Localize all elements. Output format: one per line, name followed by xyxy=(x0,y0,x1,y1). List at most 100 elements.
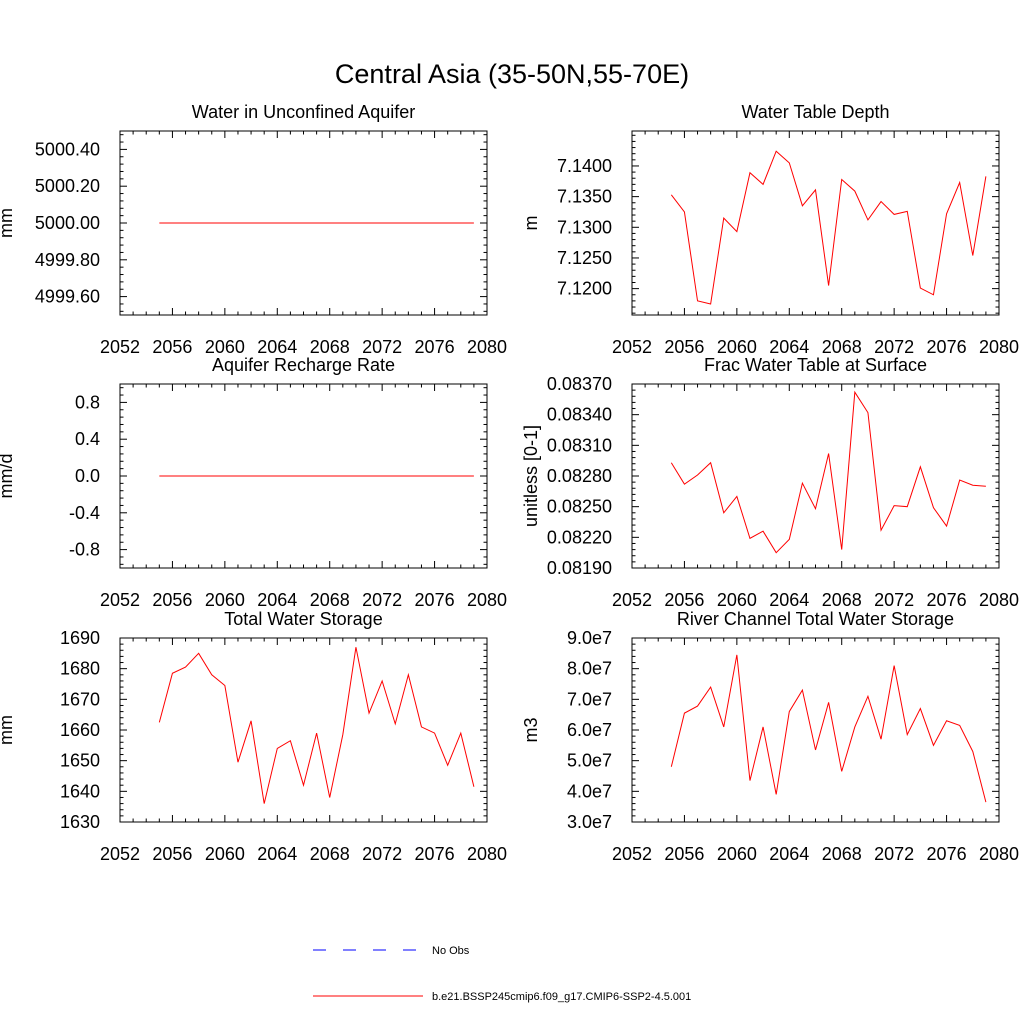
x-tick-label: 2076 xyxy=(927,590,967,610)
y-tick-label: 0.08190 xyxy=(547,558,612,578)
panel-title: River Channel Total Water Storage xyxy=(677,609,954,629)
y-axis-label: mm/d xyxy=(0,454,16,499)
y-tick-label: 0.08220 xyxy=(547,527,612,547)
y-tick-label: 1640 xyxy=(60,781,100,801)
x-tick-label: 2080 xyxy=(467,337,507,357)
chart-panel: Frac Water Table at Surface 2052 2056 2060 2… xyxy=(521,355,1019,610)
x-tick-label: 2056 xyxy=(664,590,704,610)
x-tick-label: 2052 xyxy=(100,337,140,357)
x-tick-label: 2060 xyxy=(717,590,757,610)
y-tick-label: 8.0e7 xyxy=(567,659,612,679)
x-tick-label: 2056 xyxy=(152,590,192,610)
x-tick-label: 2076 xyxy=(927,844,967,864)
chart-panel: Total Water Storage 2052 2056 2060 2064 2068 2… xyxy=(0,609,507,864)
y-tick-label: 7.1350 xyxy=(557,187,612,207)
x-tick-label: 2064 xyxy=(769,337,809,357)
panel-title: Frac Water Table at Surface xyxy=(704,355,927,375)
plot-frame xyxy=(119,637,488,823)
y-tick-label: 7.1300 xyxy=(557,217,612,237)
y-tick-label: 1690 xyxy=(60,628,100,648)
y-tick-label: 0.08310 xyxy=(547,435,612,455)
y-tick-label: 7.1400 xyxy=(557,156,612,176)
y-tick-label: 9.0e7 xyxy=(567,628,612,648)
y-tick-label: 0.08370 xyxy=(547,374,612,394)
y-tick-label: 0.0 xyxy=(75,466,100,486)
x-tick-label: 2064 xyxy=(257,590,297,610)
x-tick-label: 2052 xyxy=(612,844,652,864)
y-tick-label: 5.0e7 xyxy=(567,751,612,771)
plot-frame xyxy=(631,130,1000,316)
y-axis-label: unitless [0-1] xyxy=(521,425,541,527)
x-tick-label: 2052 xyxy=(612,337,652,357)
x-tick-label: 2068 xyxy=(310,590,350,610)
x-tick-label: 2072 xyxy=(874,337,914,357)
chart-panel: River Channel Total Water Storage 2052 205… xyxy=(521,609,1019,864)
chart-panel: Aquifer Recharge Rate 2052 2056 2060 2064 206… xyxy=(0,355,507,610)
y-axis-label: m xyxy=(521,216,541,231)
x-tick-label: 2060 xyxy=(717,337,757,357)
y-tick-label: 1660 xyxy=(60,720,100,740)
legend-model-label: b.e21.BSSP245cmip6.f09_g17.CMIP6-SSP2-4.… xyxy=(432,991,691,1003)
x-tick-label: 2052 xyxy=(100,590,140,610)
x-tick-label: 2072 xyxy=(874,590,914,610)
y-tick-label: 0.08250 xyxy=(547,497,612,517)
panel-title: Total Water Storage xyxy=(224,609,382,629)
series-line xyxy=(670,150,987,305)
y-tick-label: 6.0e7 xyxy=(567,720,612,740)
y-axis-label: m3 xyxy=(521,717,541,742)
x-tick-label: 2080 xyxy=(979,590,1019,610)
x-tick-label: 2080 xyxy=(467,590,507,610)
series-line xyxy=(670,654,987,803)
y-tick-label: 3.0e7 xyxy=(567,812,612,832)
chart-panel: Water Table Depth 2052 2056 2060 2064 2068 207… xyxy=(521,102,1019,357)
x-tick-label: 2056 xyxy=(664,337,704,357)
series-line xyxy=(158,647,475,804)
y-tick-label: 7.0e7 xyxy=(567,689,612,709)
x-tick-label: 2072 xyxy=(362,844,402,864)
legend-obs-label: No Obs xyxy=(432,945,470,957)
plot-frame xyxy=(631,637,1000,823)
y-tick-label: 4999.60 xyxy=(35,287,100,307)
x-tick-label: 2068 xyxy=(822,590,862,610)
x-tick-label: 2076 xyxy=(415,590,455,610)
x-tick-label: 2080 xyxy=(467,844,507,864)
y-axis-label: mm xyxy=(0,208,16,238)
series-line xyxy=(670,390,986,554)
x-tick-label: 2060 xyxy=(205,844,245,864)
y-tick-label: 1670 xyxy=(60,689,100,709)
x-tick-label: 2068 xyxy=(310,844,350,864)
x-tick-label: 2080 xyxy=(979,337,1019,357)
y-axis-label: mm xyxy=(0,715,16,745)
x-tick-label: 2068 xyxy=(822,337,862,357)
x-tick-label: 2060 xyxy=(717,844,757,864)
figure-title: Central Asia (35-50N,55-70E) xyxy=(335,59,689,89)
y-tick-label: 5000.20 xyxy=(35,176,100,196)
x-tick-label: 2056 xyxy=(152,337,192,357)
plot-frame xyxy=(631,383,1000,569)
x-tick-label: 2080 xyxy=(979,844,1019,864)
x-tick-label: 2064 xyxy=(769,590,809,610)
x-tick-label: 2072 xyxy=(362,337,402,357)
y-tick-label: -0.4 xyxy=(69,503,100,523)
x-tick-label: 2056 xyxy=(152,844,192,864)
x-tick-label: 2064 xyxy=(769,844,809,864)
x-tick-label: 2056 xyxy=(664,844,704,864)
y-tick-label: 4.0e7 xyxy=(567,781,612,801)
panels: Water in Unconfined Aquifer 2052 2056 2060 2… xyxy=(0,102,1019,864)
panel-title: Water in Unconfined Aquifer xyxy=(192,102,415,122)
x-tick-label: 2068 xyxy=(310,337,350,357)
x-tick-label: 2076 xyxy=(415,337,455,357)
y-tick-label: 1680 xyxy=(60,659,100,679)
x-tick-label: 2052 xyxy=(612,590,652,610)
x-tick-label: 2060 xyxy=(205,337,245,357)
x-tick-label: 2076 xyxy=(927,337,967,357)
x-tick-label: 2072 xyxy=(362,590,402,610)
x-tick-label: 2076 xyxy=(415,844,455,864)
x-tick-label: 2064 xyxy=(257,337,297,357)
y-tick-label: 7.1250 xyxy=(557,248,612,268)
y-tick-label: 0.4 xyxy=(75,429,100,449)
x-tick-label: 2052 xyxy=(100,844,140,864)
y-tick-label: 7.1200 xyxy=(557,279,612,299)
